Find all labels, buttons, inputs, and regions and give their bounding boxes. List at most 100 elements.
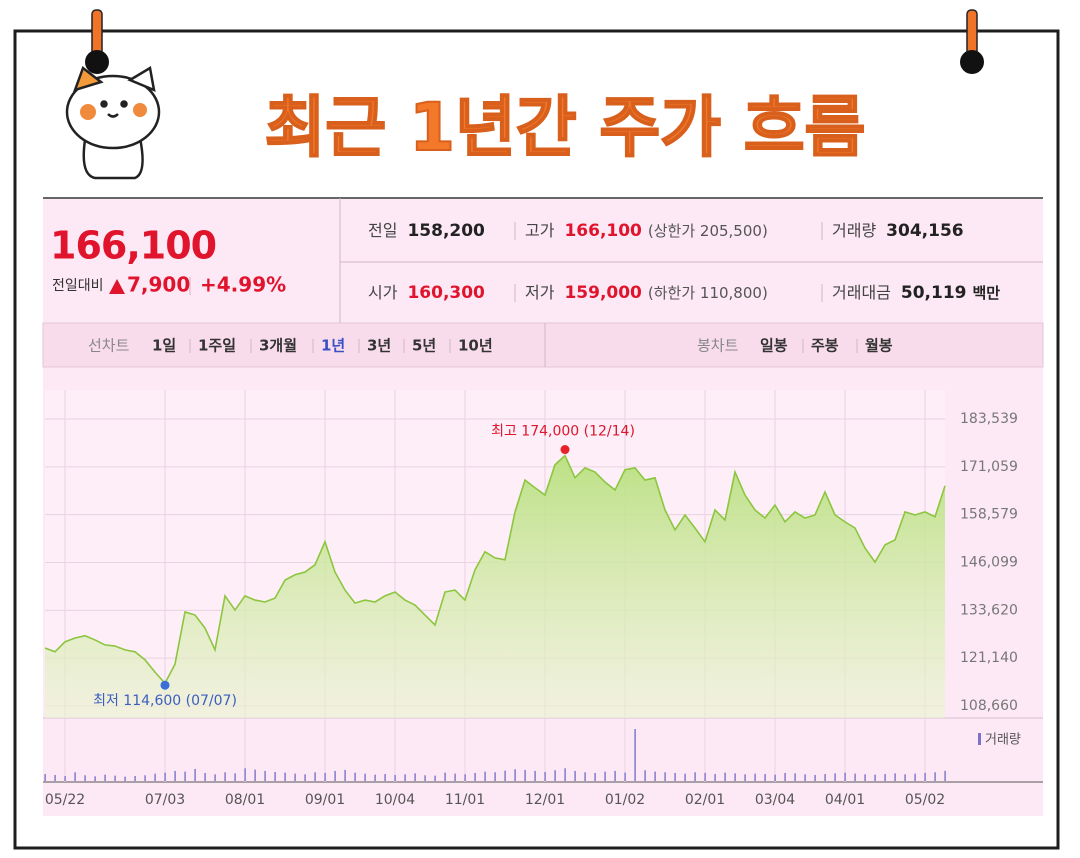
stat: 저가 159,000 (하한가 110,800) [525, 283, 768, 304]
cat-icon [65, 65, 161, 180]
volume-bar [384, 773, 386, 781]
period-tab[interactable]: 10년 [458, 337, 493, 355]
stat-value: 304,156 [886, 221, 963, 241]
x-tick-label: 09/01 [305, 792, 345, 808]
volume-bar [174, 770, 176, 781]
clip-left [85, 9, 109, 74]
volume-bar [764, 773, 766, 781]
volume-bar [214, 774, 216, 781]
period-tab[interactable]: 1일 [152, 337, 176, 355]
x-tick-label: 04/01 [825, 792, 865, 808]
x-tick-label: 05/02 [905, 792, 945, 808]
volume-bar [234, 773, 236, 781]
stat-note: (하한가 110,800) [648, 284, 768, 302]
high-marker [560, 445, 570, 455]
x-tick-label: 10/04 [375, 792, 415, 808]
candle-tab[interactable]: 일봉 [760, 337, 788, 355]
x-tick-label: 08/01 [225, 792, 265, 808]
y-tick-label: 146,099 [960, 555, 1018, 571]
candle-tab[interactable]: 월봉 [865, 337, 893, 355]
volume-bar [64, 775, 66, 781]
volume-bar [524, 769, 526, 781]
stat-note: (상한가 205,500) [648, 222, 768, 240]
volume-bar [284, 772, 286, 781]
volume-bar [584, 772, 586, 781]
change-label: 전일대비 [52, 278, 104, 294]
volume-bar [44, 773, 46, 781]
candle-tab[interactable]: 주봉 [811, 337, 839, 355]
volume-bar [334, 770, 336, 781]
stat-label: 거래량 [832, 221, 876, 240]
volume-bar [894, 773, 896, 781]
volume-bar [714, 773, 716, 781]
stat-value: 50,119 [901, 283, 967, 303]
volume-bar [314, 772, 316, 781]
stat-label: 저가 [525, 283, 555, 302]
price-line [44, 454, 946, 685]
y-tick-label: 108,660 [960, 698, 1018, 714]
period-tab[interactable]: 1년 [321, 337, 345, 355]
period-tab[interactable]: 5년 [412, 337, 436, 355]
x-tick-label: 05/22 [45, 792, 85, 808]
volume-bar [134, 775, 136, 781]
x-tick-label: 02/01 [685, 792, 725, 808]
page-title: 최근 1년간 주가 흐름 [265, 89, 866, 166]
y-tick-label: 158,579 [960, 507, 1018, 523]
volume-bar [444, 772, 446, 781]
x-tick-label: 01/02 [605, 792, 645, 808]
stat: 전일 158,200 [368, 221, 485, 242]
period-tab[interactable]: 1주일 [198, 337, 236, 355]
volume-bar [194, 768, 196, 781]
volume-bar [664, 772, 666, 781]
period-tab[interactable]: 3개월 [259, 337, 297, 355]
stat-value: 160,300 [407, 283, 485, 303]
volume-bar [224, 772, 226, 781]
volume-bar [684, 773, 686, 781]
volume-bar [414, 773, 416, 781]
volume-bar [674, 772, 676, 781]
volume-bar [304, 774, 306, 781]
volume-bar [704, 772, 706, 781]
volume-bar [884, 773, 886, 781]
volume-bar [754, 773, 756, 781]
stat: 시가 160,300 [368, 283, 485, 304]
volume-bar [554, 770, 556, 781]
volume-bar [424, 775, 426, 781]
volume-bar [794, 773, 796, 781]
volume-bar [784, 772, 786, 781]
volume-bar [184, 771, 186, 781]
tab-group-label: 선차트 [88, 337, 130, 355]
low-label: 최저 114,600 (07/07) [93, 693, 237, 709]
volume-bar [864, 774, 866, 781]
high-label: 최고 174,000 (12/14) [491, 424, 635, 440]
volume-bar [454, 773, 456, 781]
volume-bar [654, 771, 656, 781]
volume-legend-swatch [978, 733, 981, 745]
stat: 고가 166,100 (상한가 205,500) [525, 221, 768, 242]
volume-bar [374, 774, 376, 781]
volume-bar [164, 772, 166, 781]
clip-right [960, 9, 984, 74]
volume-bar [564, 768, 566, 781]
volume-bar [254, 769, 256, 781]
volume-bar [744, 774, 746, 781]
change-pct: +4.99% [200, 273, 286, 297]
volume-bar [404, 774, 406, 781]
volume-bar [144, 775, 146, 781]
volume-bar [394, 774, 396, 781]
y-tick-label: 121,140 [960, 650, 1018, 666]
stat-label: 전일 [368, 221, 397, 240]
tab-bar [42, 322, 1044, 368]
volume-bar [604, 771, 606, 781]
volume-bar [834, 773, 836, 781]
x-tick-label: 11/01 [445, 792, 485, 808]
volume-bar [544, 771, 546, 781]
y-tick-label: 133,620 [960, 602, 1018, 618]
period-tab[interactable]: 3년 [367, 337, 391, 355]
volume-bar [154, 773, 156, 781]
stat-unit: 백만 [973, 284, 1001, 302]
volume-bar [274, 771, 276, 781]
volume-bar [434, 775, 436, 781]
volume-bar [594, 772, 596, 781]
